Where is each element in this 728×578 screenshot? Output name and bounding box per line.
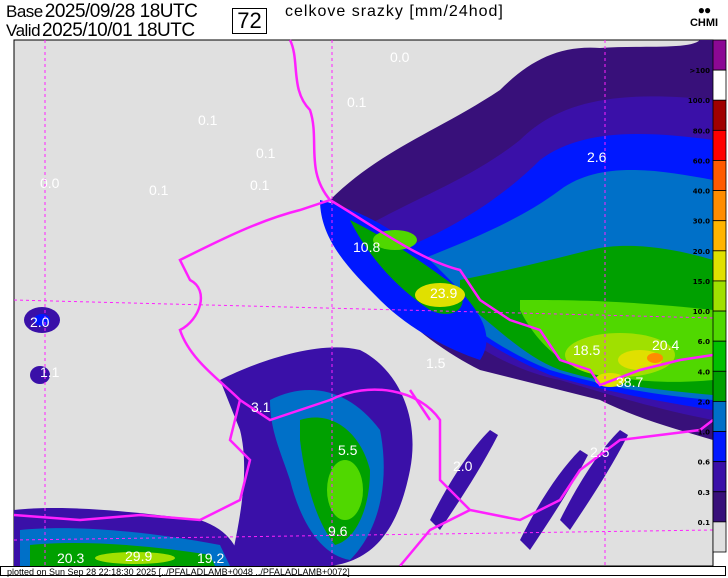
legend-label: 80.0 — [693, 127, 710, 135]
value-label: 1.1 — [40, 364, 60, 380]
legend-label: 0.3 — [698, 489, 711, 497]
legend-swatch — [712, 310, 727, 342]
value-label: 29.9 — [125, 548, 152, 564]
value-label: 0.1 — [256, 145, 276, 161]
legend-swatch — [712, 129, 727, 161]
legend-swatch — [712, 280, 727, 312]
value-label: 23.9 — [430, 285, 457, 301]
value-label: 10.8 — [353, 239, 380, 255]
value-label: 5.5 — [338, 442, 358, 458]
value-label: 19.2 — [197, 550, 224, 566]
legend-label: 15.0 — [693, 278, 710, 286]
legend-label: 100.0 — [688, 97, 710, 105]
country-borders — [13, 39, 714, 567]
chmi-logo: ●● CHMI — [689, 3, 719, 29]
value-label: 20.3 — [57, 550, 84, 566]
value-label: 9.6 — [328, 523, 348, 539]
valid-time: Valid 2025/10/01 18UTC — [6, 20, 195, 41]
graticule — [13, 40, 714, 566]
value-labels: 0.0 0.1 0.1 0.1 0.0 0.1 0.1 2.6 10.8 23.… — [30, 49, 679, 566]
value-label: 0.1 — [347, 94, 367, 110]
legend-label: 60.0 — [693, 157, 710, 165]
legend-label: 20.0 — [693, 248, 710, 256]
legend-label: 40.0 — [693, 188, 710, 196]
legend-swatch — [712, 340, 727, 372]
value-label: 0.1 — [250, 177, 270, 193]
value-label: 2.0 — [30, 314, 50, 330]
value-label: 0.0 — [390, 49, 410, 65]
legend-label: >100 — [690, 67, 711, 75]
legend-swatch — [712, 250, 727, 282]
legend-swatch — [712, 370, 727, 402]
forecast-hour-box: 72 — [232, 8, 267, 34]
precipitation-field — [14, 40, 713, 566]
legend-swatch — [712, 491, 727, 523]
legend-label: 0.1 — [698, 519, 711, 527]
legend-swatch — [712, 461, 727, 493]
value-label: 0.1 — [149, 182, 169, 198]
value-label: 1.5 — [426, 355, 446, 371]
value-label: 0.1 — [198, 112, 218, 128]
legend-swatch — [712, 69, 727, 101]
value-label: 0.0 — [40, 175, 60, 191]
map-title: celkove srazky [mm/24hod] — [285, 3, 504, 20]
legend-label: 30.0 — [693, 218, 710, 226]
header: Base 2025/09/28 18UTC Valid 2025/10/01 18U… — [0, 0, 728, 41]
legend-swatch — [712, 99, 727, 131]
legend-label: 2.0 — [698, 398, 711, 406]
color-legend: >100 100.0 80.0 60.0 40.0 30.0 20.0 15.0 10.0 6.0… — [688, 39, 727, 553]
legend-swatch — [712, 190, 727, 222]
value-label: 2.6 — [587, 149, 607, 165]
value-label: 2.0 — [453, 458, 473, 474]
legend-swatch — [712, 401, 727, 432]
value-label: 38.7 — [616, 374, 643, 390]
legend-swatch — [712, 39, 727, 71]
legend-label: 4.0 — [698, 368, 711, 376]
value-label: 20.4 — [652, 337, 679, 353]
base-time: Base 2025/09/28 18UTC — [6, 1, 198, 22]
legend-swatch — [712, 160, 727, 191]
value-label: 18.5 — [573, 342, 600, 358]
value-label: 3.1 — [251, 399, 271, 415]
value-label: 2.5 — [590, 444, 610, 460]
footer-plot-info: plotted on Sun Sep 28 22:18:30 2025 [../… — [0, 566, 726, 577]
legend-label: 0.6 — [698, 459, 711, 467]
legend-label: 1.0 — [698, 429, 711, 437]
legend-swatch — [712, 431, 727, 463]
legend-swatch — [712, 220, 727, 252]
legend-swatch — [712, 521, 727, 553]
legend-label: 10.0 — [693, 308, 710, 316]
legend-label: 6.0 — [698, 338, 711, 346]
